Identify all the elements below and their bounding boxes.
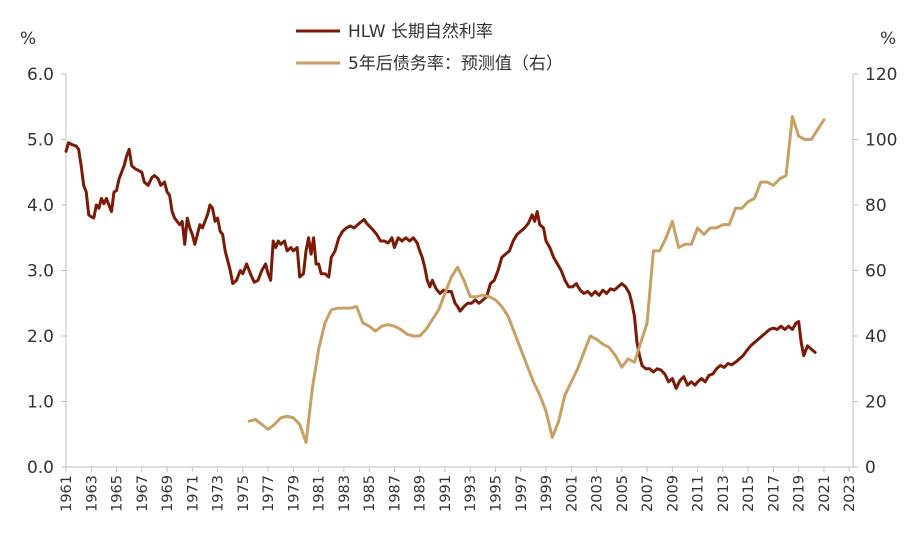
x-tick-label: 1979 [286, 475, 302, 512]
x-tick-label: 1977 [261, 475, 277, 512]
legend-label-debt-ratio: 5年后债务率：预测值（右） [348, 54, 563, 74]
x-tick-label: 2017 [766, 475, 782, 512]
left-tick-label: 6.0 [27, 65, 54, 85]
x-tick-label: 1963 [84, 475, 100, 512]
x-tick-label: 1983 [337, 475, 353, 512]
x-tick-label: 2009 [665, 475, 681, 512]
x-tick-label: 1989 [413, 475, 429, 512]
x-tick-label: 1995 [489, 475, 505, 512]
left-tick-label: 5.0 [27, 131, 54, 151]
x-tick-label: 2019 [792, 475, 808, 512]
x-tick-label: 1961 [59, 475, 75, 512]
x-tick-label: 1971 [185, 475, 201, 512]
x-tick-label: 1987 [387, 475, 403, 512]
x-tick-label: 2001 [564, 475, 580, 512]
legend: HLW 长期自然利率 5年后债务率：预测值（右） [296, 22, 563, 74]
x-tick-label: 2015 [741, 475, 757, 512]
x-tick-label: 1973 [211, 475, 227, 512]
x-tick-label: 1997 [514, 475, 530, 512]
left-tick-label: 3.0 [27, 262, 54, 282]
x-tick-label: 2013 [716, 475, 732, 512]
right-tick-label: 100 [865, 131, 897, 151]
right-tick-label: 60 [865, 262, 887, 282]
left-tick-label: 2.0 [27, 327, 54, 347]
axes-layer: 0.0 1.0 2.0 3.0 4.0 5.0 6.0 0 20 40 60 80 100 120 1961… [27, 65, 898, 512]
x-tick-label: 2007 [640, 475, 656, 512]
left-tick-label: 0.0 [27, 458, 54, 478]
x-tick-label: 1981 [312, 475, 328, 512]
right-tick-label: 40 [865, 327, 887, 347]
right-tick-label: 0 [865, 458, 876, 478]
x-tick-label: 2023 [842, 475, 858, 512]
x-tick-label: 1991 [438, 475, 454, 512]
left-axis-unit: % [20, 29, 36, 49]
right-tick-label: 120 [865, 65, 897, 85]
right-tick-label: 80 [865, 196, 887, 216]
x-tick-label: 1969 [160, 475, 176, 512]
x-tick-label: 2011 [691, 475, 707, 512]
right-tick-label: 20 [865, 393, 887, 413]
series-line-debt-ratio [247, 115, 826, 444]
x-tick-label: 1999 [539, 475, 555, 512]
series-line-hlw [64, 141, 817, 390]
right-axis-unit: % [880, 29, 896, 49]
left-tick-label: 1.0 [27, 393, 54, 413]
x-tick-label: 2003 [590, 475, 606, 512]
x-tick-label: 1975 [236, 475, 252, 512]
x-tick-label: 1965 [110, 475, 126, 512]
legend-label-hlw: HLW 长期自然利率 [348, 22, 493, 42]
x-tick-label: 2005 [615, 475, 631, 512]
x-tick-label: 2021 [817, 475, 833, 512]
series-layer [64, 115, 826, 444]
x-tick-label: 1993 [463, 475, 479, 512]
x-tick-label: 1985 [362, 475, 378, 512]
left-tick-label: 4.0 [27, 196, 54, 216]
x-tick-label: 1967 [135, 475, 151, 512]
